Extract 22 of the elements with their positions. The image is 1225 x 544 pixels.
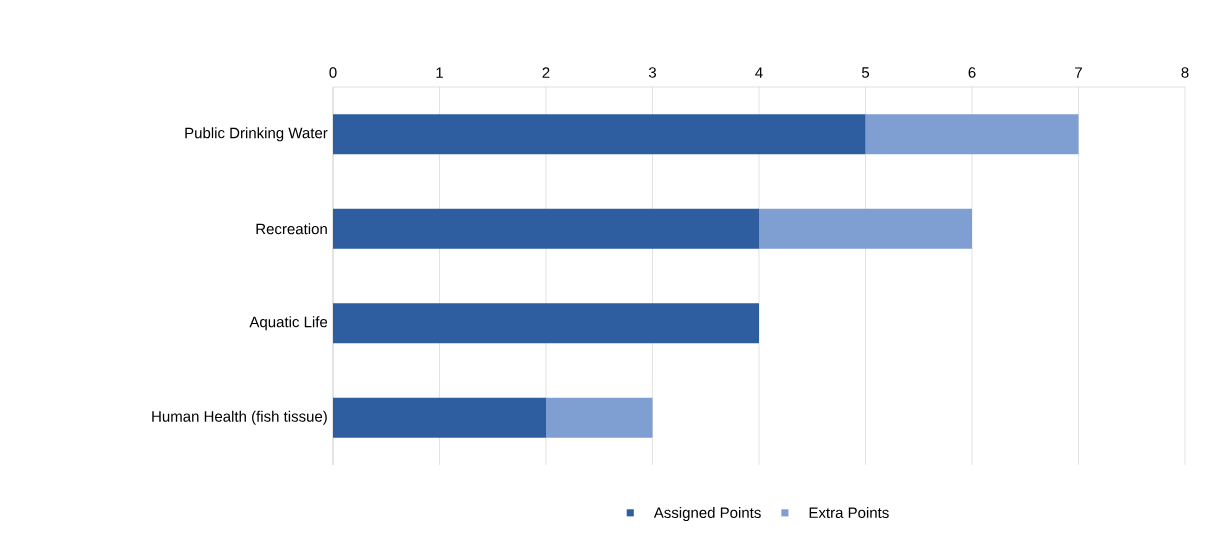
bar	[333, 208, 759, 249]
x-tick-label: 5	[861, 67, 870, 78]
legend-label: Assigned Points	[653, 506, 761, 521]
x-tick-label: 1	[436, 67, 443, 78]
x-tick-label: 6	[968, 67, 976, 78]
legend-label: Extra Points	[809, 506, 889, 518]
x-tick-label: 0	[329, 67, 337, 78]
y-tick-label: Public Drinking Water	[185, 127, 328, 142]
y-tick-label: Human Health (fish tissue)	[152, 410, 327, 425]
bar	[759, 208, 972, 249]
bar	[333, 303, 759, 344]
x-tick-label: 3	[648, 67, 657, 78]
bar	[546, 397, 653, 438]
x-tick-label: 2	[542, 67, 550, 78]
y-tick-label: Aquatic Life	[249, 316, 328, 331]
x-tick-label: 7	[1075, 67, 1082, 78]
bar	[333, 114, 866, 155]
bar	[865, 114, 1079, 155]
x-tick-label: 4	[755, 67, 763, 78]
y-tick-label: Recreation	[256, 223, 327, 235]
bar	[333, 397, 546, 438]
x-tick-label: 8	[1181, 67, 1189, 78]
